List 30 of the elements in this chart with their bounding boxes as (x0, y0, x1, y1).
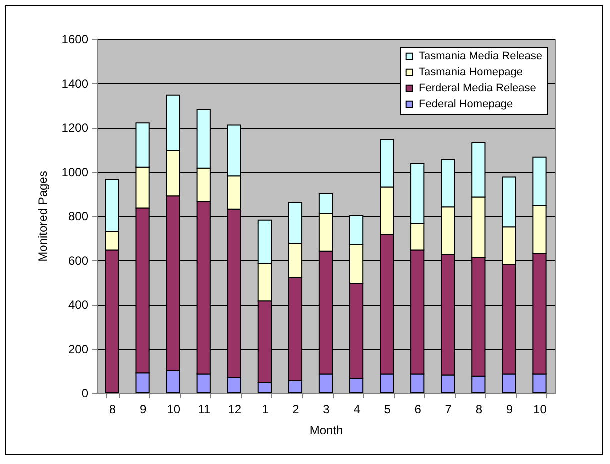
legend-label: Tasmania Homepage (419, 66, 523, 78)
x-tick-label: 11 (198, 402, 211, 416)
y-axis-title: Monitored Pages (36, 171, 50, 262)
x-tick-label: 7 (445, 402, 452, 416)
legend-label: Tasmania Media Release (419, 50, 543, 62)
y-tick-label: 200 (68, 342, 89, 356)
x-axis-title: Month (310, 424, 344, 438)
y-tick-label: 1400 (62, 76, 89, 91)
x-tick-label: 9 (506, 402, 514, 416)
y-tick-label: 1600 (62, 32, 89, 46)
legend-label: Ferderal Media Release (419, 82, 536, 94)
x-tick-label: 6 (414, 402, 422, 416)
y-tick-label: 800 (68, 210, 89, 224)
x-tick-label: 10 (167, 402, 181, 416)
x-tick-label: 8 (476, 402, 483, 416)
x-tick-label: 5 (384, 402, 392, 416)
x-tick-label: 3 (323, 402, 330, 416)
x-tick-label: 2 (292, 402, 300, 416)
x-tick-label: 4 (354, 402, 361, 416)
x-tick-label: 1 (262, 402, 270, 416)
x-tick-label: 9 (140, 402, 147, 416)
y-tick-label: 1200 (62, 121, 89, 135)
y-tick-label: 400 (68, 298, 89, 312)
x-tick-label: 8 (109, 402, 116, 416)
y-tick-label: 1000 (62, 165, 89, 180)
x-tick-label: 10 (534, 402, 548, 416)
x-tick-label: 12 (228, 402, 242, 416)
y-tick-label: 0 (82, 386, 89, 400)
legend-label: Federal Homepage (419, 98, 514, 110)
y-tick-label: 600 (68, 254, 89, 268)
